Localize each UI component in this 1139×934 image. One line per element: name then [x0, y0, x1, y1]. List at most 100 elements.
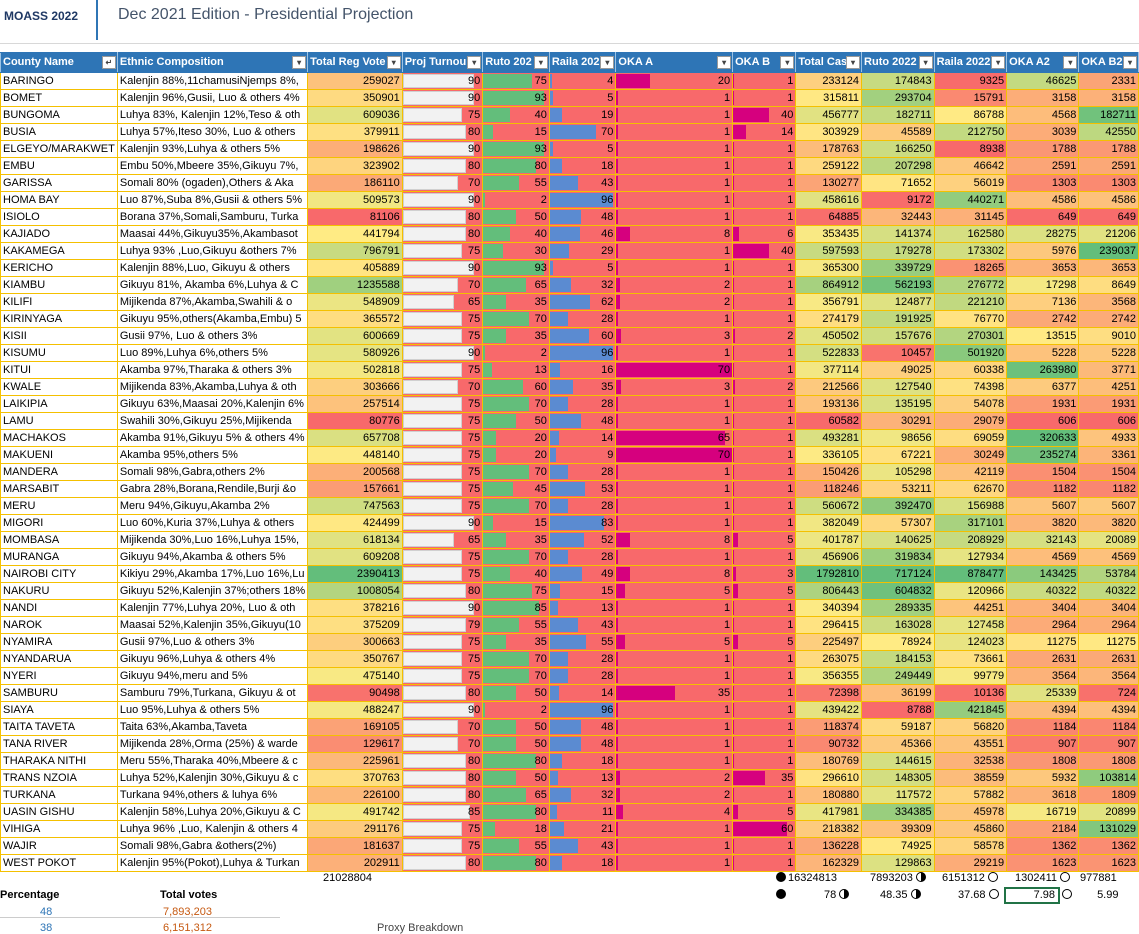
cell-name[interactable]: KISII: [0, 327, 118, 345]
cell-cast[interactable]: 60582: [795, 412, 863, 430]
cell-ruto22[interactable]: 98656: [861, 429, 935, 447]
cell-turnout[interactable]: 65: [401, 531, 484, 549]
cell-raila[interactable]: 19: [548, 106, 617, 124]
cell-okab2[interactable]: 8649: [1078, 276, 1139, 294]
cell-okaa[interactable]: 20: [615, 72, 734, 90]
cell-cast[interactable]: 450502: [795, 327, 863, 345]
cell-ruto[interactable]: 85: [482, 599, 550, 617]
cell-cast[interactable]: 365300: [795, 259, 863, 277]
cell-ethnic[interactable]: Kalenjin 95%(Pokot),Luhya & Turkan: [116, 854, 309, 872]
cell-okab2[interactable]: 20089: [1078, 531, 1139, 549]
cell-okaa2[interactable]: 1362: [1006, 837, 1080, 855]
cell-cast[interactable]: 296415: [795, 616, 863, 634]
cell-ethnic[interactable]: Somali 98%,Gabra,others 2%: [116, 463, 309, 481]
cell-okab2[interactable]: 11275: [1078, 633, 1139, 651]
cell-okab2[interactable]: 4394: [1078, 701, 1139, 719]
cell-okab2[interactable]: 3653: [1078, 259, 1139, 277]
cell-ethnic[interactable]: Gikuyu 96%,Luhya & others 4%: [116, 650, 309, 668]
cell-okaa2[interactable]: 2964: [1006, 616, 1080, 634]
cell-raila22[interactable]: 29219: [933, 854, 1008, 872]
cell-okaa2[interactable]: 143425: [1006, 565, 1080, 583]
dropdown-arrow-icon[interactable]: ▾: [991, 56, 1006, 69]
cell-okab2[interactable]: 3404: [1078, 599, 1139, 617]
cell-raila22[interactable]: 156988: [933, 497, 1008, 515]
cell-raila22[interactable]: 56019: [933, 174, 1008, 192]
cell-ruto[interactable]: 15: [482, 514, 550, 532]
cell-okaa2[interactable]: 5228: [1006, 344, 1080, 362]
cell-cast[interactable]: 225497: [795, 633, 863, 651]
cell-ethnic[interactable]: Gikuyu 63%,Maasai 20%,Kalenjin 6%: [116, 395, 309, 413]
cell-ruto22[interactable]: 249449: [861, 667, 935, 685]
cell-reg[interactable]: 169105: [307, 718, 403, 736]
cell-raila22[interactable]: 212750: [933, 123, 1008, 141]
cell-okaa[interactable]: 1: [615, 820, 734, 838]
cell-cast[interactable]: 296610: [795, 769, 863, 787]
cell-okab[interactable]: 2: [732, 327, 797, 345]
column-header-turnout[interactable]: Proj Turnou ▾: [401, 52, 484, 73]
cell-cast[interactable]: 597593: [795, 242, 863, 260]
cell-cast[interactable]: 130277: [795, 174, 863, 192]
cell-raila[interactable]: 5: [548, 140, 617, 158]
cell-okab2[interactable]: 2591: [1078, 157, 1139, 175]
cell-ethnic[interactable]: Kalenjin 93%,Luhya & others 5%: [116, 140, 309, 158]
cell-ruto[interactable]: 40: [482, 225, 550, 243]
cell-ruto[interactable]: 93: [482, 89, 550, 107]
cell-okaa2[interactable]: 649: [1006, 208, 1080, 226]
cell-okab[interactable]: 1: [732, 735, 797, 753]
cell-turnout[interactable]: 70: [401, 378, 484, 396]
cell-turnout[interactable]: 80: [401, 769, 484, 787]
cell-okaa2[interactable]: 2184: [1006, 820, 1080, 838]
cell-name[interactable]: ISIOLO: [0, 208, 118, 226]
cell-turnout[interactable]: 80: [401, 854, 484, 872]
cell-ruto22[interactable]: 10457: [861, 344, 935, 362]
cell-turnout[interactable]: 79: [401, 616, 484, 634]
dropdown-arrow-icon[interactable]: ▾: [918, 56, 933, 69]
cell-okaa[interactable]: 3: [615, 327, 734, 345]
cell-raila[interactable]: 62: [548, 293, 617, 311]
cell-reg[interactable]: 491742: [307, 803, 403, 821]
cell-name[interactable]: MACHAKOS: [0, 429, 118, 447]
cell-okab2[interactable]: 1182: [1078, 480, 1139, 498]
cell-okab[interactable]: 1: [732, 157, 797, 175]
cell-name[interactable]: MURANGA: [0, 548, 118, 566]
cell-okab[interactable]: 1: [732, 293, 797, 311]
cell-okab[interactable]: 1: [732, 140, 797, 158]
cell-cast[interactable]: 193136: [795, 395, 863, 413]
cell-cast[interactable]: 382049: [795, 514, 863, 532]
cell-okab[interactable]: 1: [732, 208, 797, 226]
cell-turnout[interactable]: 75: [401, 497, 484, 515]
cell-ethnic[interactable]: Luhya 52%,Kalenjin 30%,Gikuyu & c: [116, 769, 309, 787]
column-header-ethnic[interactable]: Ethnic Composition ▾: [116, 52, 309, 73]
cell-ruto[interactable]: 55: [482, 837, 550, 855]
cell-okab2[interactable]: 3771: [1078, 361, 1139, 379]
cell-raila22[interactable]: 120966: [933, 582, 1008, 600]
cell-raila22[interactable]: 99779: [933, 667, 1008, 685]
cell-okab[interactable]: 2: [732, 378, 797, 396]
cell-okab2[interactable]: 9010: [1078, 327, 1139, 345]
cell-okaa2[interactable]: 25339: [1006, 684, 1080, 702]
cell-name[interactable]: TRANS NZOIA: [0, 769, 118, 787]
cell-okaa[interactable]: 2: [615, 786, 734, 804]
cell-cast[interactable]: 263075: [795, 650, 863, 668]
cell-turnout[interactable]: 70: [401, 276, 484, 294]
cell-raila[interactable]: 28: [548, 463, 617, 481]
cell-ruto22[interactable]: 179278: [861, 242, 935, 260]
cell-okaa2[interactable]: 3039: [1006, 123, 1080, 141]
cell-okab[interactable]: 1: [732, 752, 797, 770]
cell-turnout[interactable]: 75: [401, 361, 484, 379]
cell-ruto22[interactable]: 127540: [861, 378, 935, 396]
cell-ruto[interactable]: 70: [482, 650, 550, 668]
cell-okaa2[interactable]: 3820: [1006, 514, 1080, 532]
cell-okaa[interactable]: 1: [615, 310, 734, 328]
cell-raila22[interactable]: 10136: [933, 684, 1008, 702]
cell-okaa[interactable]: 1: [615, 344, 734, 362]
cell-okaa2[interactable]: 1504: [1006, 463, 1080, 481]
cell-ruto22[interactable]: 207298: [861, 157, 935, 175]
cell-reg[interactable]: 157661: [307, 480, 403, 498]
cell-okab2[interactable]: 1623: [1078, 854, 1139, 872]
cell-turnout[interactable]: 75: [401, 106, 484, 124]
cell-okab[interactable]: 1: [732, 497, 797, 515]
cell-reg[interactable]: 405889: [307, 259, 403, 277]
cell-name[interactable]: NYAMIRA: [0, 633, 118, 651]
cell-ethnic[interactable]: Somali 98%,Gabra &others(2%): [116, 837, 309, 855]
